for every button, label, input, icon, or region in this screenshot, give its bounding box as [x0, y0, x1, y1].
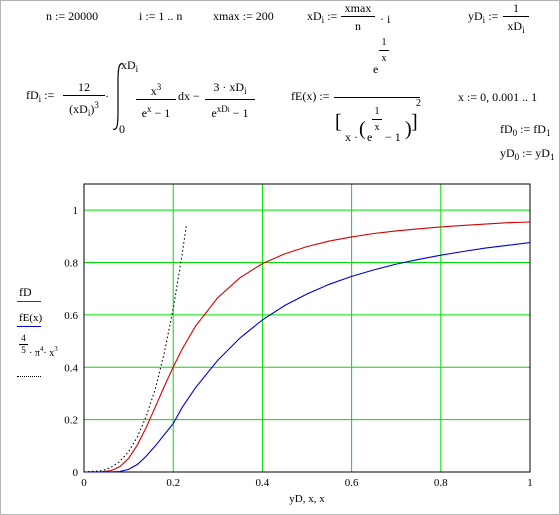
- plot-frame: [83, 183, 531, 473]
- fE-bracket-left: [: [335, 111, 342, 133]
- term2-den-tail: − 1: [232, 106, 249, 120]
- x-tick-label: 0.2: [166, 477, 180, 489]
- grid-lines: [84, 184, 531, 472]
- fD-dot: ·: [105, 89, 109, 103]
- plot-curves: [83, 221, 531, 473]
- legend-fD-swatch: [17, 301, 41, 302]
- integrand-num: x: [150, 84, 157, 98]
- fD0-definition[interactable]: fD0 := fD1: [500, 122, 551, 138]
- y-tick-label: 0.6: [64, 310, 78, 322]
- y-tick-label: 0.2: [64, 415, 78, 427]
- integrand-den: e: [141, 106, 148, 120]
- fD-assign: :=: [44, 88, 55, 102]
- fE-bracket-right: ]: [411, 111, 418, 133]
- fE-fraction-bar: [334, 97, 420, 98]
- fE-lhs: fE(x) :=: [291, 89, 330, 103]
- fD-coef-den-close: ): [90, 102, 95, 116]
- integrand-num-exp: 3: [156, 82, 162, 92]
- term2-num: 3 · xD: [213, 80, 245, 94]
- plot-region[interactable]: 0 0.2 0.4 0.6 0.8 1 0 0.2 0.4 0.6 0.8 1 yD, x, x: [0, 180, 560, 515]
- yD-fraction: 1 xDi: [503, 2, 529, 36]
- fD-coef-den-exp: 3: [94, 100, 99, 110]
- yD-denominator-sub: i: [522, 25, 525, 35]
- legend-approx-swatch: [17, 376, 41, 377]
- fD-lhs: fD: [26, 88, 39, 102]
- x-axis-label: yD, x, x: [289, 493, 325, 505]
- fE-num-exponent: 1 x: [379, 37, 389, 65]
- xmax-definition[interactable]: xmax := 200: [213, 9, 274, 23]
- xD-assign: :=: [327, 9, 338, 23]
- integral-upper-sub: i: [135, 64, 139, 74]
- integrand-den-exp: x: [147, 104, 152, 114]
- dx-minus: dx −: [178, 89, 200, 103]
- y-tick-label: 0.8: [64, 258, 78, 270]
- integrand-fraction: x3 ex − 1: [136, 81, 176, 119]
- xD-denominator: n: [355, 19, 361, 33]
- fE-paren-left: (: [359, 118, 366, 140]
- series-line: [83, 221, 531, 473]
- x-tick-label: 0.4: [256, 477, 270, 489]
- legend-fE-swatch: [17, 326, 41, 327]
- fE-den-exp: 2: [416, 98, 421, 109]
- integral-sign-icon: [112, 63, 124, 130]
- xD-tail: · i: [380, 12, 391, 26]
- legend-approx-coef: 4 5: [19, 334, 28, 355]
- yD-lhs-sub: i: [482, 15, 486, 25]
- fE-den-x: x ·: [345, 130, 358, 144]
- term2-fraction: 3 · xDi exDi − 1: [205, 81, 255, 119]
- x-range-definition[interactable]: x := 0, 0.001 .. 1: [458, 90, 538, 104]
- yD-denominator: xD: [507, 19, 523, 33]
- fD-coef-den: (xD: [69, 102, 88, 116]
- i-range-definition[interactable]: i := 1 .. n: [139, 9, 183, 23]
- x-tick-label: 0: [81, 477, 87, 489]
- y-tick-label: 0: [73, 467, 79, 479]
- fD-lhs-sub: i: [38, 94, 42, 104]
- fE-numerator: e: [373, 62, 379, 76]
- fE-den-exponent: 1 x: [372, 106, 382, 134]
- term2-den: e: [211, 106, 217, 120]
- fE-den-tail: − 1: [385, 130, 401, 144]
- xD-lhs-sub: i: [321, 15, 325, 25]
- fD-coefficient: 12 (xDi)3: [63, 81, 105, 119]
- xD-lhs: xD: [307, 9, 322, 23]
- fE-paren-right: ): [405, 118, 412, 140]
- n-definition[interactable]: n := 20000: [46, 9, 99, 23]
- yD-lhs: yD: [468, 9, 483, 23]
- series-line: [83, 223, 188, 473]
- fD-coef-num: 12: [78, 80, 90, 94]
- x-tick-label: 0.8: [434, 477, 448, 489]
- yD-numerator: 1: [513, 1, 519, 15]
- fD-coef-den-sub: i: [87, 108, 91, 118]
- series-line: [83, 242, 531, 473]
- legend-approx-label: · π4· x3: [29, 345, 58, 359]
- legend-fE-label: fE(x): [19, 312, 43, 324]
- term2-den-exp: xDi: [216, 104, 230, 114]
- fE-den-e: e: [367, 130, 373, 144]
- y-tick-label: 0.4: [64, 362, 78, 374]
- integrand-den-tail: − 1: [154, 106, 171, 120]
- integral-lower: 0: [119, 122, 125, 136]
- term2-num-sub: i: [244, 86, 247, 96]
- tick-labels: 0 0.2 0.4 0.6 0.8 1 0 0.2 0.4 0.6 0.8 1: [64, 205, 533, 489]
- integral-upper: xD: [121, 58, 136, 72]
- xD-numerator: xmax: [344, 1, 372, 15]
- legend-fD-label: fD: [19, 285, 32, 299]
- x-tick-label: 0.6: [345, 477, 359, 489]
- yD0-definition[interactable]: yD0 := yD1: [500, 146, 555, 162]
- y-tick-label: 1: [73, 205, 79, 217]
- yD-assign: :=: [488, 9, 499, 23]
- x-tick-label: 1: [527, 477, 533, 489]
- xD-fraction: xmax n: [341, 2, 375, 32]
